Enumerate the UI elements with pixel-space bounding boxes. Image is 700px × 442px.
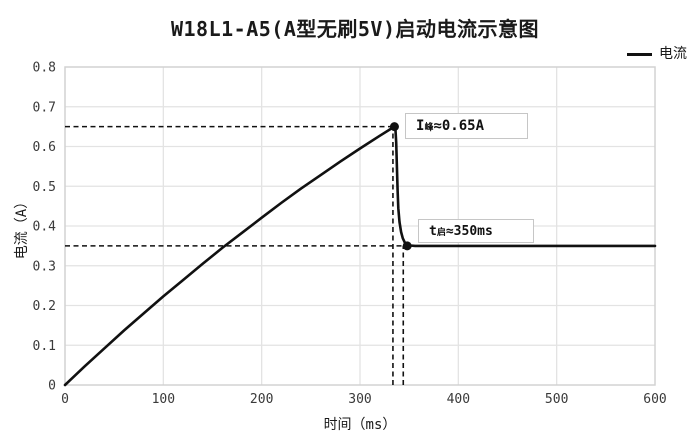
- y-tick-label: 0.3: [33, 259, 56, 274]
- legend-label: 电流: [659, 46, 687, 62]
- peak-annotation-symbol: I: [416, 118, 425, 134]
- peak-annotation-value: ≈0.65A: [433, 118, 485, 134]
- x-tick-label: 600: [643, 392, 666, 407]
- x-axis-title: 时间（ms）: [323, 417, 397, 433]
- legend: 电流: [627, 47, 687, 61]
- settle-annotation: t 启 ≈350ms: [418, 219, 534, 243]
- y-tick-label: 0.4: [33, 220, 57, 235]
- y-tick-label: 0.6: [33, 140, 56, 155]
- plot-border: [64, 66, 656, 386]
- settle-annotation-symbol: t: [429, 223, 437, 239]
- x-tick-label: 400: [447, 392, 470, 407]
- y-tick-label: 0.7: [33, 100, 56, 115]
- legend-line-swatch: [627, 52, 652, 56]
- y-tick-label: 0.1: [33, 339, 56, 354]
- y-tick-label: 0: [48, 379, 56, 394]
- x-tick-label: 200: [250, 392, 273, 407]
- x-tick-label: 100: [152, 392, 175, 407]
- peak-annotation-subscript: 峰: [424, 122, 434, 133]
- y-axis-title: 电流（A）: [14, 194, 30, 260]
- chart-title: W18L1-A5(A型无刷5V)启动电流示意图: [170, 17, 540, 41]
- y-tick-label: 0.2: [33, 299, 56, 314]
- settle-annotation-subscript: 启: [436, 227, 446, 238]
- peak-annotation: I 峰 ≈0.65A: [405, 113, 528, 139]
- peak-marker: [389, 122, 399, 132]
- x-tick-label: 0: [61, 392, 69, 407]
- y-tick-label: 0.8: [33, 61, 56, 76]
- y-tick-label: 0.5: [33, 180, 56, 195]
- settle-annotation-value: ≈350ms: [445, 223, 493, 239]
- x-tick-label: 500: [545, 392, 568, 407]
- x-tick-label: 300: [348, 392, 371, 407]
- settle-marker: [402, 241, 412, 251]
